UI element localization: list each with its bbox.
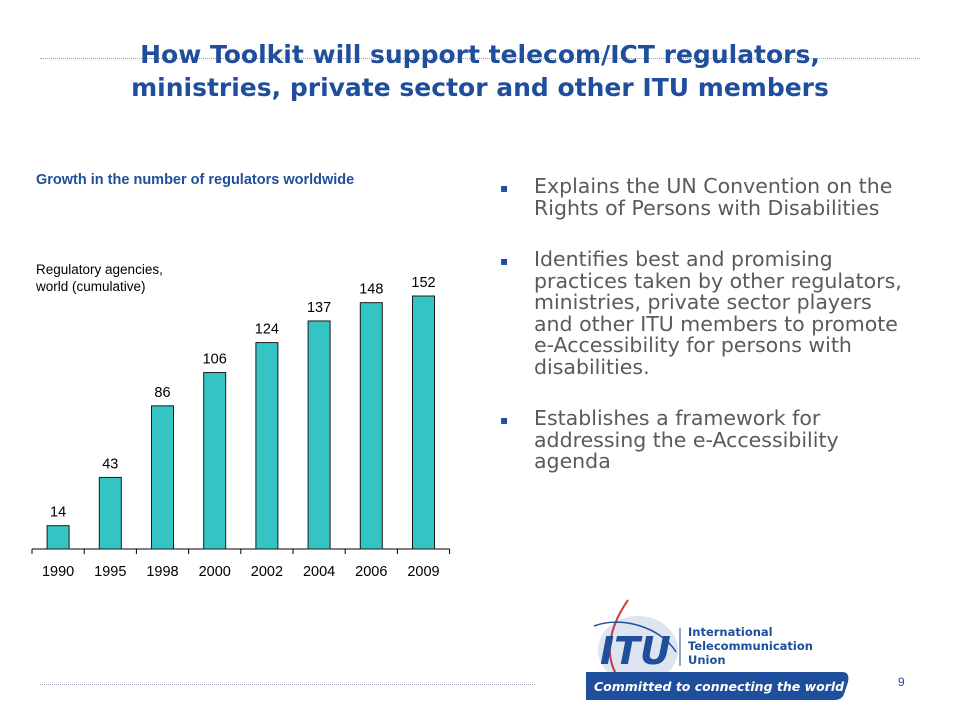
- x-tick-label: 1998: [146, 564, 178, 580]
- x-tick-label: 1990: [42, 564, 74, 580]
- bar-value-label: 14: [50, 505, 66, 521]
- bullet-marker: ▪: [500, 413, 509, 427]
- slide-title: How Toolkit will support telecom/ICT reg…: [131, 40, 829, 102]
- x-tick-label: 2004: [303, 564, 335, 580]
- logo-line3: Union: [688, 653, 726, 667]
- bar-chart: Regulatory agencies, world (cumulative) …: [31, 262, 451, 580]
- x-tick-label: 2002: [251, 564, 283, 580]
- x-tick-label: 2000: [199, 564, 231, 580]
- bar-value-label: 124: [255, 322, 279, 338]
- itu-logo: ITU International Telecommunication Unio…: [586, 599, 849, 700]
- x-tick-label: 1995: [94, 564, 126, 580]
- bullet-text: Identifies best and promising practices …: [534, 247, 902, 379]
- top-divider: [40, 58, 920, 59]
- bar-value-label: 137: [307, 300, 331, 316]
- bullet-item: ▪ Establishes a framework for addressing…: [500, 406, 910, 473]
- chart-bar: [412, 295, 435, 550]
- chart-bar: [307, 320, 331, 550]
- bullet-text: Explains the UN Convention on the Rights…: [534, 174, 893, 220]
- logo-globe: [598, 616, 678, 684]
- page-number: 9: [898, 675, 905, 689]
- bar-value-label: 148: [359, 282, 383, 298]
- chart-bar: [255, 342, 279, 550]
- x-tick-label: 2006: [355, 564, 387, 580]
- logo-tagline-banner: [586, 672, 849, 700]
- chart-bar: [151, 405, 174, 550]
- bullet-item: ▪ Explains the UN Convention on the Righ…: [500, 174, 910, 220]
- chart-inner-label-line1: Regulatory agencies,: [36, 262, 163, 277]
- bullet-text: Establishes a framework for addressing t…: [534, 406, 839, 473]
- logo-line2: Telecommunication: [688, 639, 813, 653]
- chart-bar: [359, 302, 383, 550]
- bottom-divider: [40, 684, 535, 685]
- chart-bar: [98, 476, 122, 550]
- logo-acronym: ITU: [600, 629, 671, 673]
- logo-tagline: Committed to connecting the world: [594, 679, 845, 694]
- bullet-marker: ▪: [500, 254, 509, 268]
- bullet-item: ▪ Identifies best and promising practice…: [500, 247, 910, 379]
- chart-title: Growth in the number of regulators world…: [36, 172, 355, 188]
- chart-bar: [203, 372, 227, 550]
- bar-value-label: 43: [102, 456, 118, 472]
- chart-inner-label-line2: world (cumulative): [35, 279, 146, 294]
- logo-orbit: [593, 621, 677, 653]
- bullet-list: ▪ Explains the UN Convention on the Righ…: [500, 174, 910, 503]
- bar-value-label: 152: [411, 275, 435, 291]
- bullet-marker: ▪: [500, 181, 509, 195]
- x-tick-label: 2009: [407, 564, 439, 580]
- bar-value-label: 106: [203, 352, 227, 368]
- bar-value-label: 86: [154, 385, 170, 401]
- logo-line1: International: [688, 625, 773, 639]
- chart-bar: [46, 525, 70, 550]
